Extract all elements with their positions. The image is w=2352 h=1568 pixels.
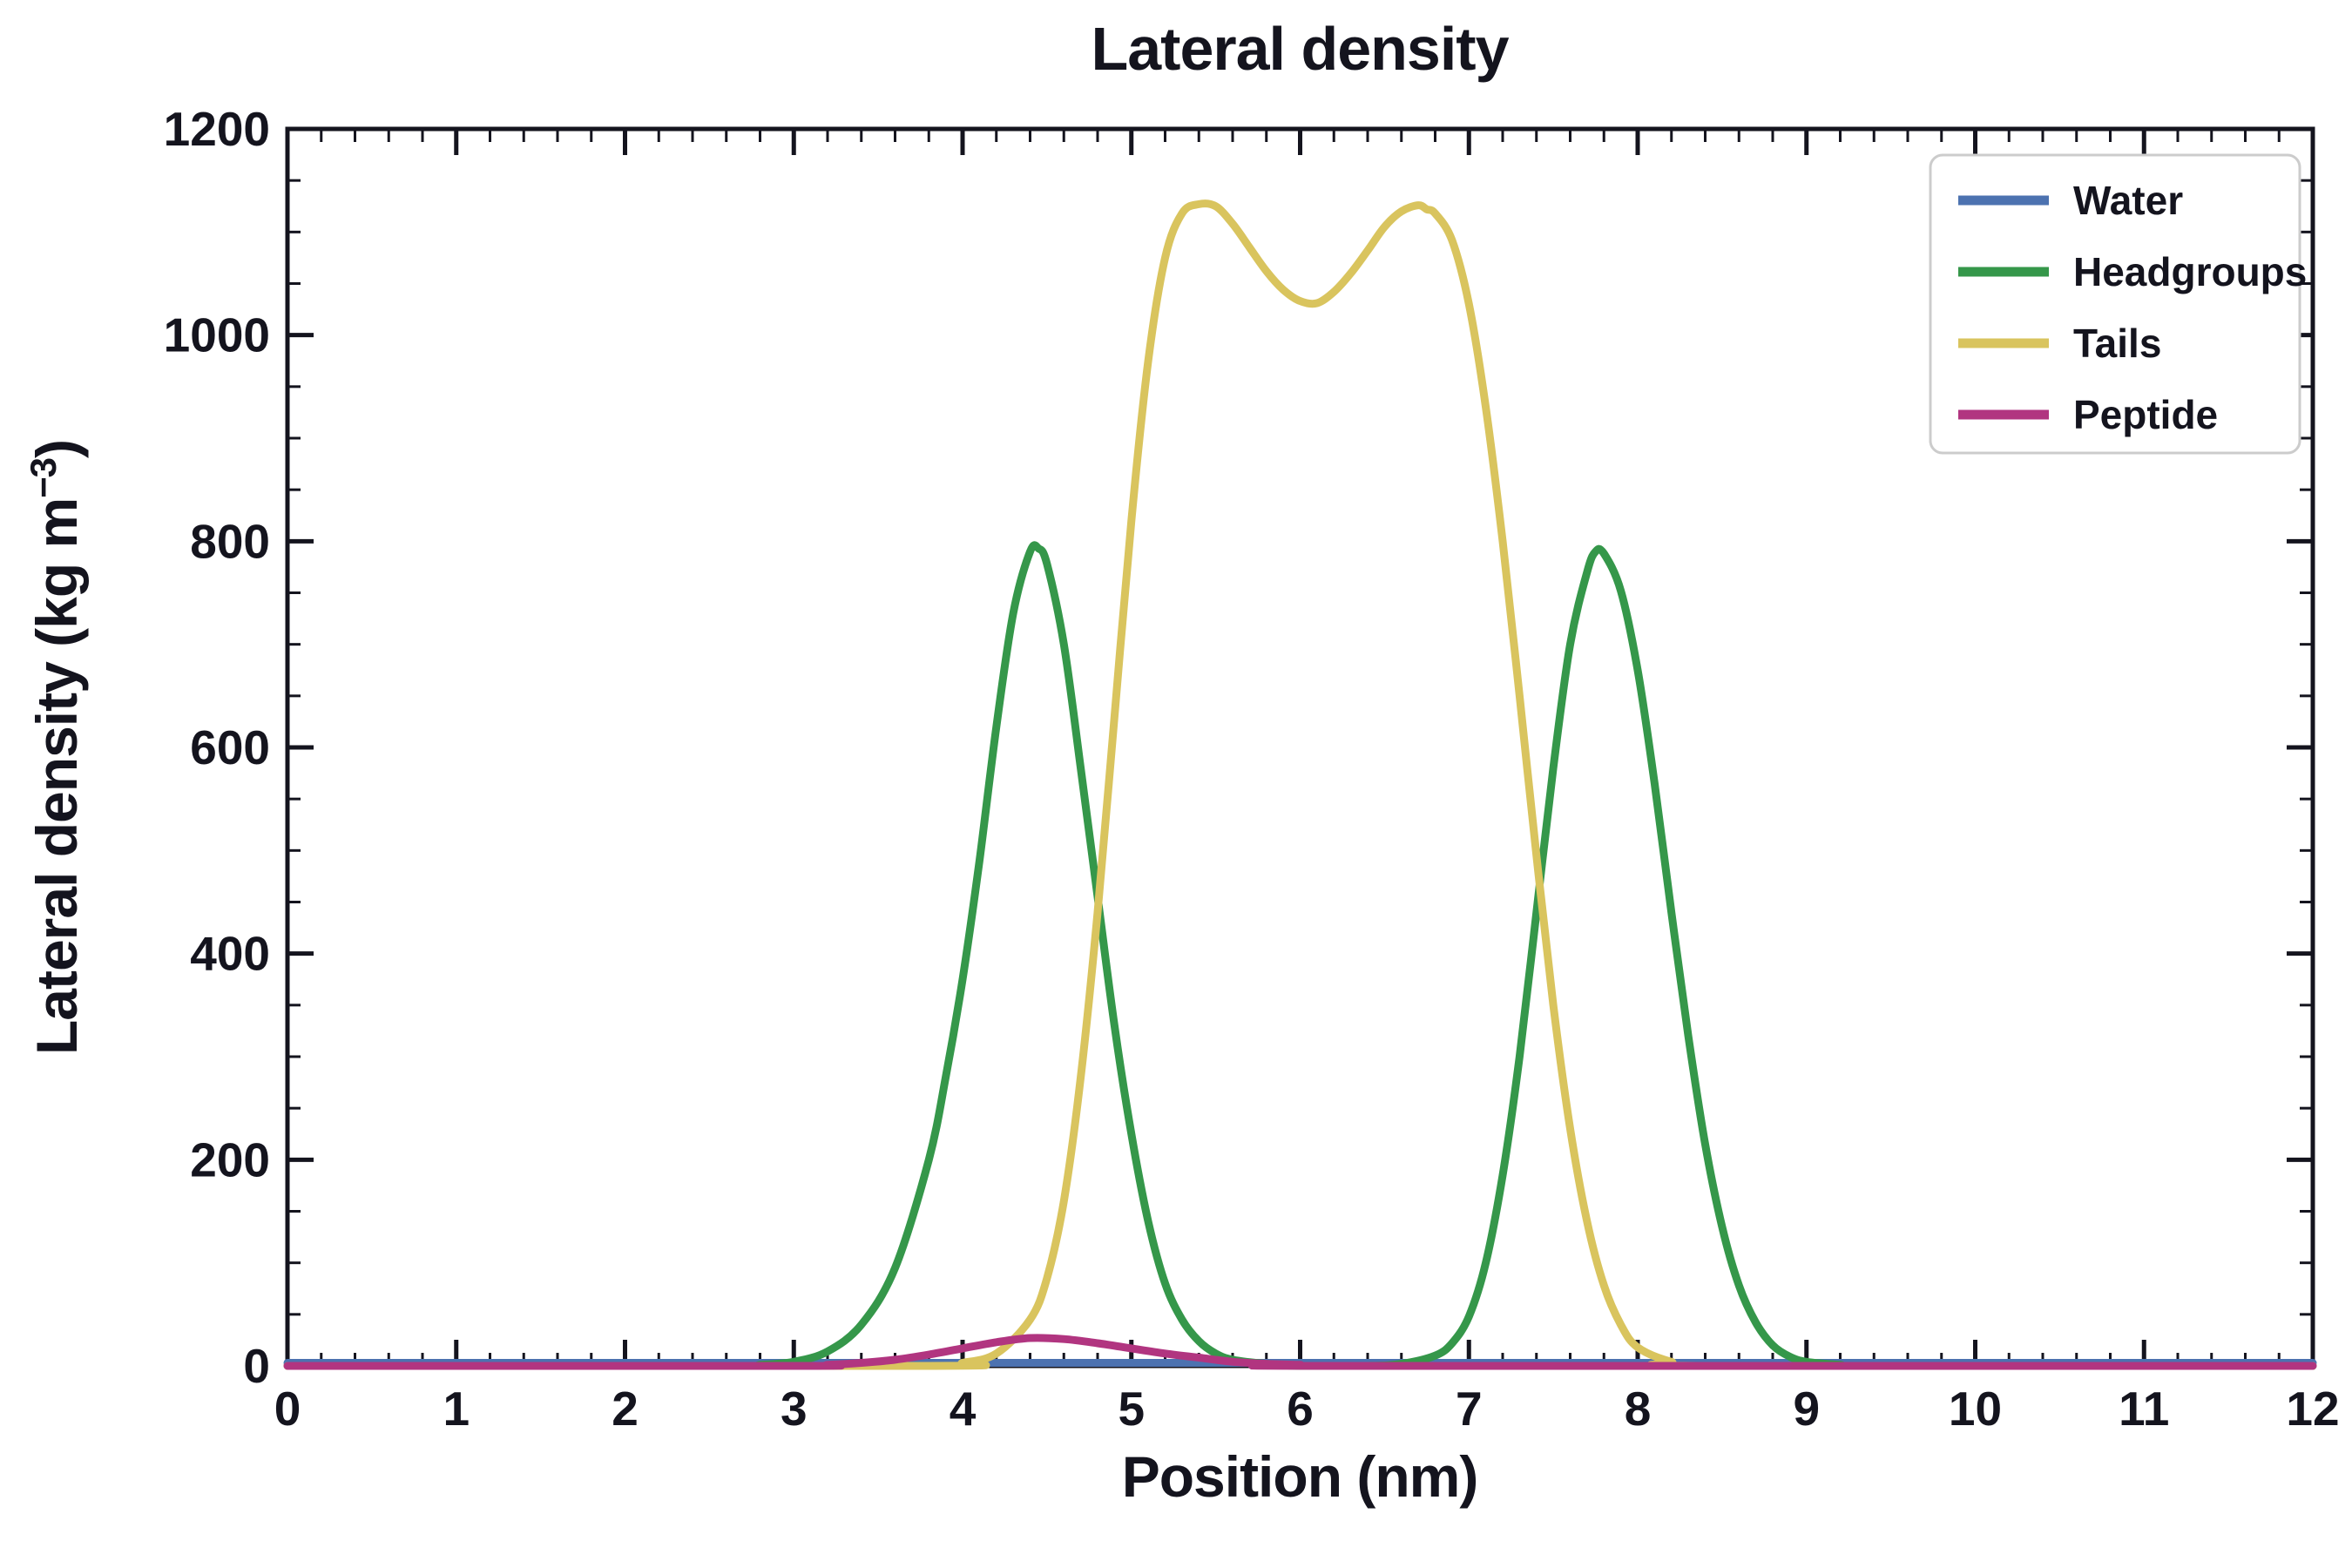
- y-axis-label-main: Lateral density (kg m: [24, 498, 89, 1055]
- x-tick-label: 11: [2119, 1382, 2169, 1436]
- x-tick-label: 5: [1118, 1382, 1145, 1436]
- legend-label-water: Water: [2073, 178, 2183, 223]
- legend-label-headgroups: Headgroups: [2073, 249, 2307, 294]
- x-tick-label: 8: [1625, 1382, 1652, 1436]
- x-tick-label: 12: [2286, 1382, 2339, 1436]
- y-tick-label: 1200: [164, 102, 270, 156]
- x-tick-label: 3: [781, 1382, 808, 1436]
- series-line-headgroups: [283, 541, 2317, 1370]
- x-tick-label: 0: [274, 1382, 301, 1436]
- y-axis-label: Lateral density (kg m−3): [23, 440, 89, 1055]
- y-axis-label-superscript: −3: [23, 458, 64, 498]
- series-layer: [283, 199, 2317, 1370]
- x-tick-label: 9: [1793, 1382, 1820, 1436]
- y-tick-label: 1000: [164, 308, 270, 362]
- y-tick-label: 600: [190, 720, 270, 774]
- legend-label-tails: Tails: [2073, 321, 2161, 366]
- x-tick-label: 2: [612, 1382, 639, 1436]
- y-axis-label-close: ): [24, 440, 89, 458]
- y-tick-label: 200: [190, 1132, 270, 1186]
- x-tick-label: 10: [1949, 1382, 2002, 1436]
- x-tick-label: 1: [443, 1382, 470, 1436]
- legend-box: [1929, 153, 2301, 455]
- series-line-tails: [283, 199, 2317, 1370]
- x-tick-label: 4: [950, 1382, 977, 1436]
- y-tick-label: 800: [190, 514, 270, 568]
- y-tick-label: 0: [243, 1339, 270, 1393]
- x-tick-label: 7: [1456, 1382, 1483, 1436]
- legend-label-peptide: Peptide: [2073, 392, 2218, 437]
- x-tick-label: 6: [1287, 1382, 1314, 1436]
- x-axis-label: Position (nm): [1122, 1444, 1478, 1509]
- legend: Water Headgroups Tails Peptide: [1929, 153, 2307, 455]
- y-tick-label: 400: [190, 927, 270, 981]
- series-line-peptide: [283, 1334, 2317, 1370]
- chart-title: Lateral density: [1091, 15, 1509, 83]
